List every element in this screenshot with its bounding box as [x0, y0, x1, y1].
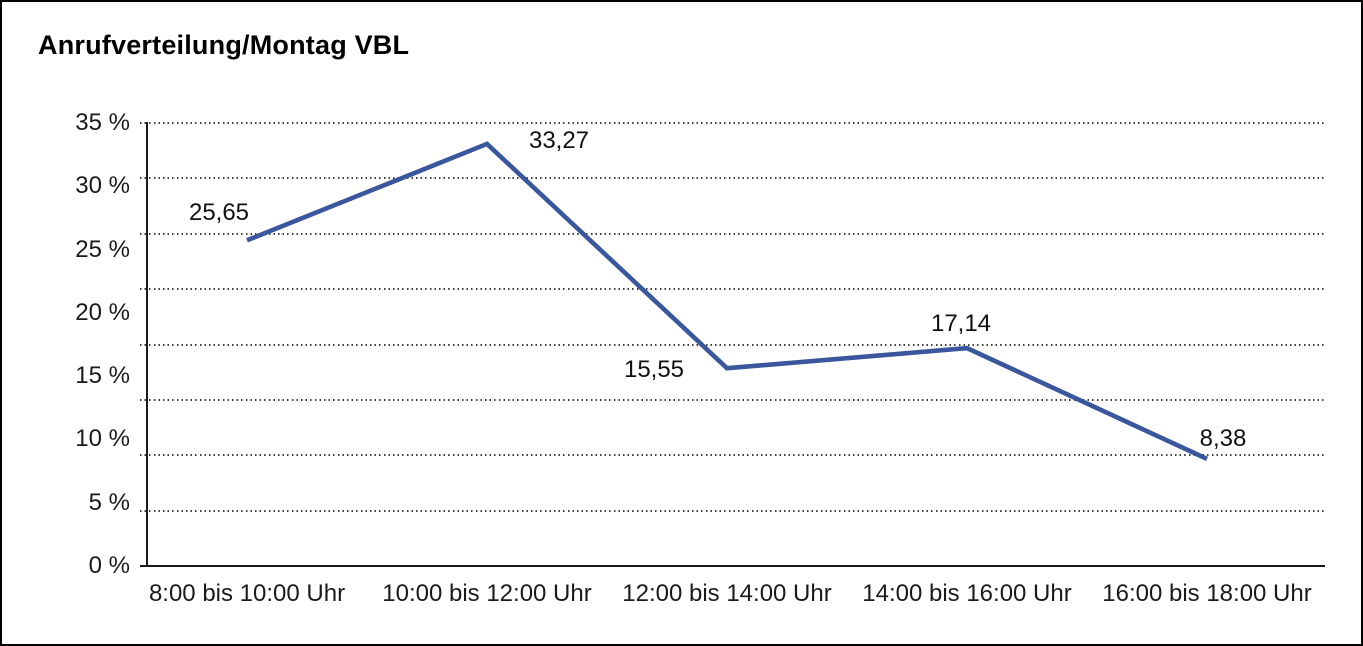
x-category-label: 12:00 bis 14:00 Uhr [622, 580, 832, 607]
data-point-label: 8,38 [1199, 424, 1247, 452]
y-tick-label: 5 % [88, 488, 130, 516]
y-tick-label: 25 % [75, 235, 130, 263]
chart-title: Anrufverteilung/Montag VBL [38, 30, 410, 60]
y-axis-line [146, 122, 148, 567]
x-category-label: 8:00 bis 10:00 Uhr [148, 580, 346, 607]
y-tick-label: 15 % [75, 362, 130, 390]
x-category-label: 14:00 bis 16:00 Uhr [862, 580, 1072, 607]
x-category-label: 10:00 bis 12:00 Uhr [382, 580, 592, 607]
x-category-label: 16:00 bis 18:00 Uhr [1102, 580, 1312, 607]
y-tick-label: 30 % [75, 172, 130, 200]
data-point-label: 25,65 [188, 199, 250, 227]
gridline [140, 288, 1325, 291]
gridline [140, 454, 1325, 457]
gridline [140, 398, 1325, 401]
data-point-label: 17,14 [930, 310, 992, 338]
gridline [140, 343, 1325, 346]
data-point-label: 15,55 [623, 356, 685, 384]
series-line [246, 141, 1208, 461]
gridline [140, 509, 1325, 512]
data-point-label: 33,27 [528, 126, 590, 154]
y-tick-label: 0 % [88, 552, 130, 579]
y-tick-label: 20 % [75, 298, 130, 326]
gridline [140, 232, 1325, 235]
y-tick-label: 10 % [75, 425, 130, 453]
gridline [140, 122, 1325, 124]
gridline [140, 177, 1325, 180]
y-tick-label: 35 % [75, 109, 130, 136]
x-axis-line [140, 565, 1325, 567]
